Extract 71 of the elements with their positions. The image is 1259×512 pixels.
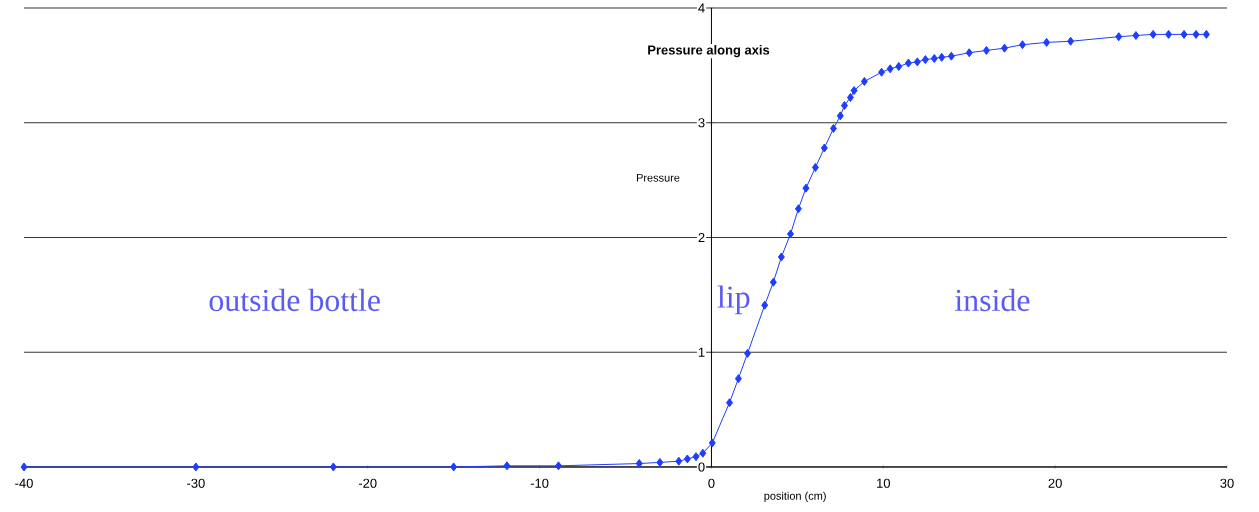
point	[450, 462, 458, 472]
point	[734, 374, 742, 384]
x-tick-label: 0	[708, 478, 715, 488]
x-tick-label: 20	[1048, 478, 1062, 488]
annotation: outside bottle	[209, 288, 380, 312]
y-tick-label: 4	[698, 3, 705, 13]
point	[860, 76, 868, 86]
point	[947, 51, 955, 61]
point	[829, 123, 837, 133]
point	[921, 55, 929, 65]
point	[675, 456, 683, 466]
annotation: lip	[717, 285, 750, 315]
point	[692, 452, 700, 462]
point	[895, 62, 903, 72]
x-axis-title: position (cm)	[764, 491, 826, 502]
point	[794, 204, 802, 214]
point	[1165, 29, 1173, 39]
x-tick-label: 30	[1220, 478, 1234, 488]
point	[699, 448, 707, 458]
point	[811, 162, 819, 172]
point	[554, 461, 562, 471]
point	[1202, 29, 1210, 39]
point	[1019, 40, 1026, 50]
point	[1000, 43, 1008, 53]
point	[761, 300, 769, 310]
point	[20, 462, 28, 472]
point	[1149, 29, 1157, 39]
point	[850, 86, 858, 96]
point	[329, 462, 337, 472]
x-tick-label: -20	[358, 478, 377, 488]
text: Pressure along axis	[648, 45, 770, 58]
point	[725, 398, 733, 408]
point	[777, 252, 785, 262]
point	[1115, 32, 1123, 42]
point	[904, 58, 912, 68]
y-tick-label: 0	[698, 462, 705, 472]
point	[930, 53, 938, 63]
point	[886, 64, 894, 74]
y-axis-title: Pressure	[636, 174, 680, 182]
point	[982, 45, 990, 55]
y-tick-label: 1	[698, 347, 705, 357]
point	[744, 348, 752, 358]
point	[802, 183, 810, 193]
point	[708, 438, 716, 448]
point	[1132, 31, 1140, 41]
point	[1067, 36, 1075, 46]
y-tick-label: 2	[698, 232, 705, 243]
point	[938, 52, 946, 62]
point	[878, 67, 886, 77]
point	[769, 277, 777, 287]
annotation: inside	[955, 288, 1030, 312]
point	[965, 48, 973, 58]
point	[846, 92, 854, 102]
x-tick-label: 10	[877, 478, 890, 488]
x-tick-label: -40	[15, 478, 33, 488]
x-tick-label: -10	[530, 478, 549, 488]
point	[840, 101, 848, 111]
point	[503, 461, 511, 471]
point	[913, 57, 921, 67]
point	[192, 462, 200, 472]
point	[786, 229, 794, 239]
x-tick-label: -30	[187, 478, 205, 488]
point	[1180, 29, 1188, 39]
point	[635, 459, 643, 469]
point	[820, 143, 828, 153]
point	[1043, 37, 1051, 47]
y-tick-label: 3	[698, 118, 705, 128]
point	[1192, 29, 1200, 39]
point	[683, 454, 691, 464]
point	[656, 457, 664, 467]
point	[836, 111, 844, 121]
